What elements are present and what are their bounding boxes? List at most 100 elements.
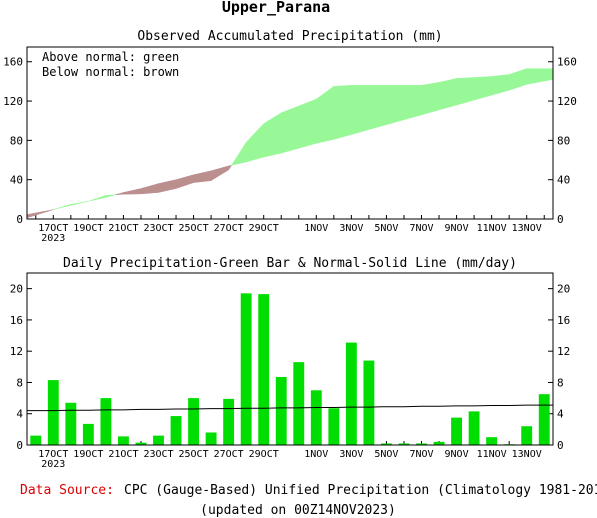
bot-xtick-label: 2023: [41, 459, 65, 470]
top-ytick-label-right: 160: [557, 56, 577, 69]
bot-xtick-label: 3NOV: [339, 449, 363, 460]
bot-ytick-label-right: 20: [557, 283, 570, 296]
below-normal-area: [26, 209, 54, 219]
top-xtick-label: 5NOV: [374, 223, 398, 234]
top-ytick-label-left: 80: [10, 134, 23, 147]
top-xtick-label: 25OCT: [179, 223, 209, 234]
legend-below: Below normal: brown: [42, 65, 179, 79]
bot-ytick-label-left: 12: [10, 345, 23, 358]
bot-xtick-label: 13NOV: [512, 449, 542, 460]
daily-precip-bar: [205, 432, 217, 445]
bot-ytick-label-right: 16: [557, 314, 570, 327]
above-normal-area: [333, 85, 352, 140]
above-normal-area: [456, 77, 475, 106]
bot-ytick-label-left: 0: [16, 439, 23, 452]
daily-precip-bar: [398, 443, 410, 445]
bottom-plot-border: [26, 272, 554, 446]
top-xtick-label: 27OCT: [214, 223, 244, 234]
daily-precip-bar: [293, 362, 305, 445]
daily-precip-bar: [47, 380, 59, 445]
daily-precip-bar: [433, 441, 445, 445]
above-normal-area: [491, 74, 510, 96]
top-xtick-label: 3NOV: [339, 223, 363, 234]
page-title: Upper_Parana: [222, 0, 330, 16]
bot-ytick-label-left: 8: [16, 376, 23, 389]
daily-precip-bar: [65, 402, 77, 445]
top-xtick-label: 2023: [41, 233, 65, 244]
bot-ytick-label-right: 8: [557, 376, 564, 389]
daily-precip-bar: [363, 360, 375, 445]
above-normal-area: [298, 98, 317, 149]
above-normal-area: [473, 76, 492, 101]
above-normal-area: [70, 201, 89, 206]
top-plot-border: [26, 46, 554, 220]
top-ytick-label-right: 0: [557, 213, 564, 226]
daily-precip-bar: [416, 443, 427, 445]
daily-precip-bar: [451, 417, 463, 445]
top-xtick-label: 9NOV: [445, 223, 469, 234]
daily-precip-bar: [240, 293, 252, 445]
daily-precip-bar: [82, 423, 94, 445]
below-normal-area: [210, 165, 229, 182]
bot-xtick-label: 7NOV: [409, 449, 433, 460]
bot-xtick-label: 25OCT: [179, 449, 209, 460]
below-normal-area: [140, 183, 159, 195]
above-normal-area: [53, 203, 72, 210]
bot-ytick-label-right: 4: [557, 408, 564, 421]
above-normal-area: [386, 85, 405, 125]
daily-precip-bar: [521, 426, 533, 445]
bot-xtick-label: 21OCT: [108, 449, 138, 460]
top-ytick-label-left: 40: [10, 174, 23, 187]
bot-xtick-label: 27OCT: [214, 449, 244, 460]
updated-text: (updated on 00Z14NOV2023): [200, 503, 396, 518]
bot-xtick-label: 19OCT: [73, 449, 103, 460]
daily-precip-bar: [468, 411, 480, 445]
top-ytick-label-left: 0: [16, 213, 23, 226]
above-normal-area: [526, 68, 554, 85]
daily-precip-bar: [100, 398, 112, 445]
top-xtick-label: 23OCT: [143, 223, 173, 234]
above-normal-area: [245, 123, 264, 163]
daily-precip-bar: [135, 442, 147, 445]
daily-precip-bar: [345, 342, 357, 445]
bottom-chart-title: Daily Precipitation-Green Bar & Normal-S…: [63, 256, 517, 271]
top-xtick-label: 19OCT: [73, 223, 103, 234]
below-normal-area: [158, 179, 177, 193]
daily-precip-bar: [223, 398, 235, 445]
data-source-text: CPC (Gauge-Based) Unified Precipitation …: [124, 483, 597, 498]
above-normal-area: [105, 194, 116, 198]
legend-above: Above normal: green: [42, 50, 179, 64]
top-ytick-label-right: 80: [557, 134, 570, 147]
daily-precip-bar: [380, 443, 392, 445]
top-xtick-label: 29OCT: [249, 223, 279, 234]
below-normal-area: [228, 164, 233, 171]
below-normal-area: [175, 174, 194, 189]
daily-precip-bar: [188, 398, 200, 445]
daily-precip-bar: [310, 390, 322, 445]
daily-precip-bar: [538, 394, 550, 445]
top-xtick-label: 13NOV: [512, 223, 542, 234]
daily-precip-bar: [170, 416, 182, 445]
top-ytick-label-left: 120: [3, 95, 23, 108]
top-xtick-label: 11NOV: [477, 223, 507, 234]
daily-normal-line: [27, 404, 553, 412]
above-normal-area: [280, 105, 300, 154]
above-normal-area: [351, 85, 370, 135]
daily-precip-bar: [153, 435, 164, 445]
bot-ytick-label-left: 4: [16, 408, 23, 421]
top-xtick-label: 21OCT: [108, 223, 138, 234]
bot-xtick-label: 5NOV: [374, 449, 398, 460]
daily-precip-bar: [117, 436, 129, 445]
top-xtick-label: 1NOV: [304, 223, 328, 234]
below-normal-area: [115, 192, 124, 196]
bot-xtick-label: 23OCT: [143, 449, 173, 460]
bot-xtick-label: 11NOV: [477, 449, 507, 460]
above-normal-area: [88, 195, 107, 202]
daily-precip-bar: [486, 437, 498, 445]
below-normal-area: [193, 170, 212, 183]
bot-xtick-label: 29OCT: [249, 449, 279, 460]
above-normal-area: [508, 68, 527, 91]
